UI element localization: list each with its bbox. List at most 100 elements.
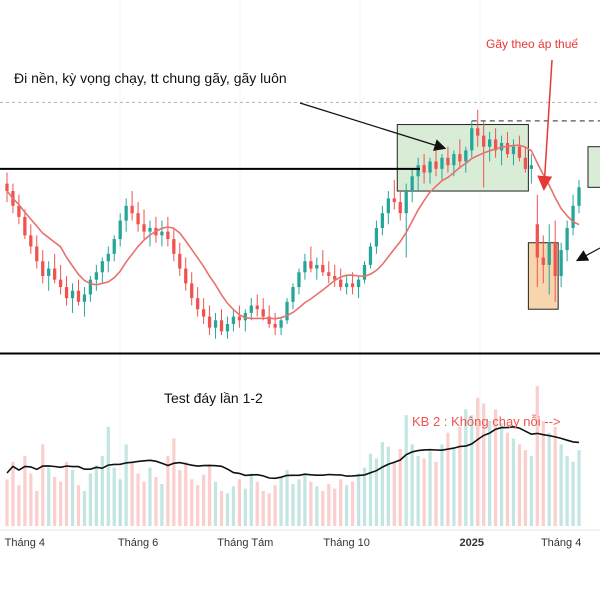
candle-body (470, 128, 474, 151)
candle (511, 139, 516, 166)
candle (553, 220, 557, 302)
candle-body (142, 224, 146, 232)
candle (249, 298, 253, 321)
candle-body (237, 316, 242, 321)
volume-bar (130, 461, 134, 526)
candle (154, 216, 158, 243)
candle-body (315, 264, 319, 269)
volume-bar (196, 485, 200, 526)
volume-bar (350, 481, 355, 526)
volume-bar (356, 473, 361, 526)
candle-body (422, 165, 426, 173)
candle (505, 131, 510, 158)
x-tick-label: Tháng 10 (323, 537, 369, 549)
candle-body (416, 165, 420, 177)
volume-bar (267, 493, 271, 526)
candle-body (523, 157, 528, 169)
candle-body (47, 268, 51, 276)
volume-bar (362, 467, 367, 526)
volume-bar (303, 474, 307, 526)
volume-bar (404, 415, 408, 526)
volume-bar (386, 446, 390, 526)
green-accumulation-zone (396, 124, 529, 192)
candle (29, 224, 33, 254)
candle-body (196, 298, 200, 310)
candle-body (190, 283, 194, 299)
candle (571, 194, 575, 236)
candle (196, 287, 200, 317)
candle-body (309, 261, 313, 269)
candle (547, 224, 551, 295)
volume-bar (511, 438, 516, 526)
volume-bar (225, 493, 230, 526)
volume-bar (553, 426, 557, 526)
volume-bar (23, 456, 27, 526)
top-note-text: Đi nền, kỳ vọng chạy, tt chung gãy, gãy … (14, 70, 287, 86)
x-tick-label: Tháng 4 (5, 537, 45, 549)
volume-bar (440, 444, 444, 526)
candle-body (368, 246, 373, 265)
candle (488, 131, 492, 162)
candle (237, 305, 242, 328)
candle-layer (5, 109, 581, 339)
x-tick-label: 2025 (460, 537, 484, 549)
candle (23, 209, 27, 240)
candle-body (505, 143, 510, 155)
volume-bar (249, 473, 253, 526)
volume-bar (547, 432, 551, 526)
candle-body (350, 283, 355, 288)
candle-body (386, 198, 390, 214)
bottom-note-text: Test đáy lần 1-2 (164, 390, 263, 406)
volume-bar (166, 456, 170, 526)
volume-ma-line (6, 425, 580, 480)
volume-bar (517, 444, 522, 526)
volume-bar (297, 479, 301, 526)
candle-body (5, 183, 9, 192)
candle-body (201, 309, 206, 317)
volume-bar (315, 486, 319, 526)
candle-body (517, 146, 522, 158)
volume-bar (327, 484, 331, 526)
candle-body (529, 165, 533, 169)
volume-bar (577, 450, 581, 526)
volume-bar (416, 456, 420, 526)
red-note-text: Gãy theo áp thuế (486, 37, 578, 51)
volume-bar (184, 461, 188, 526)
candle (58, 264, 63, 295)
candle-body (166, 231, 170, 240)
candle-body (482, 135, 486, 147)
candle (517, 135, 522, 162)
candle-body (273, 323, 277, 328)
candle-body (464, 150, 468, 162)
candle (482, 120, 486, 188)
candle-body (213, 320, 218, 328)
candle-body (398, 202, 402, 214)
candle-body (374, 227, 379, 247)
candle-body (297, 272, 301, 288)
volume-bar (124, 444, 128, 526)
volume-bar (541, 421, 545, 526)
volume-bar (88, 473, 93, 526)
volume-bar (559, 444, 563, 526)
x-tick-label: Tháng 4 (541, 537, 581, 549)
candle (17, 194, 21, 225)
volume-bar (142, 481, 146, 526)
candle (255, 294, 259, 317)
candle (136, 202, 140, 232)
candle (386, 191, 390, 225)
candle (118, 213, 122, 247)
volume-bar (529, 456, 533, 526)
candle (279, 316, 283, 336)
volume-bar (82, 491, 87, 526)
candle (541, 235, 545, 284)
candle (565, 220, 569, 262)
candle-body (333, 275, 337, 280)
candle-body (29, 235, 33, 247)
annotation-layer: Đi nền, kỳ vọng chạy, tt chung gãy, gãy … (14, 37, 600, 429)
candle-body (356, 279, 361, 288)
volume-bar (70, 470, 75, 526)
candle (267, 305, 271, 328)
candle (130, 191, 134, 221)
volume-bar (380, 442, 385, 526)
candle-body (255, 305, 259, 310)
